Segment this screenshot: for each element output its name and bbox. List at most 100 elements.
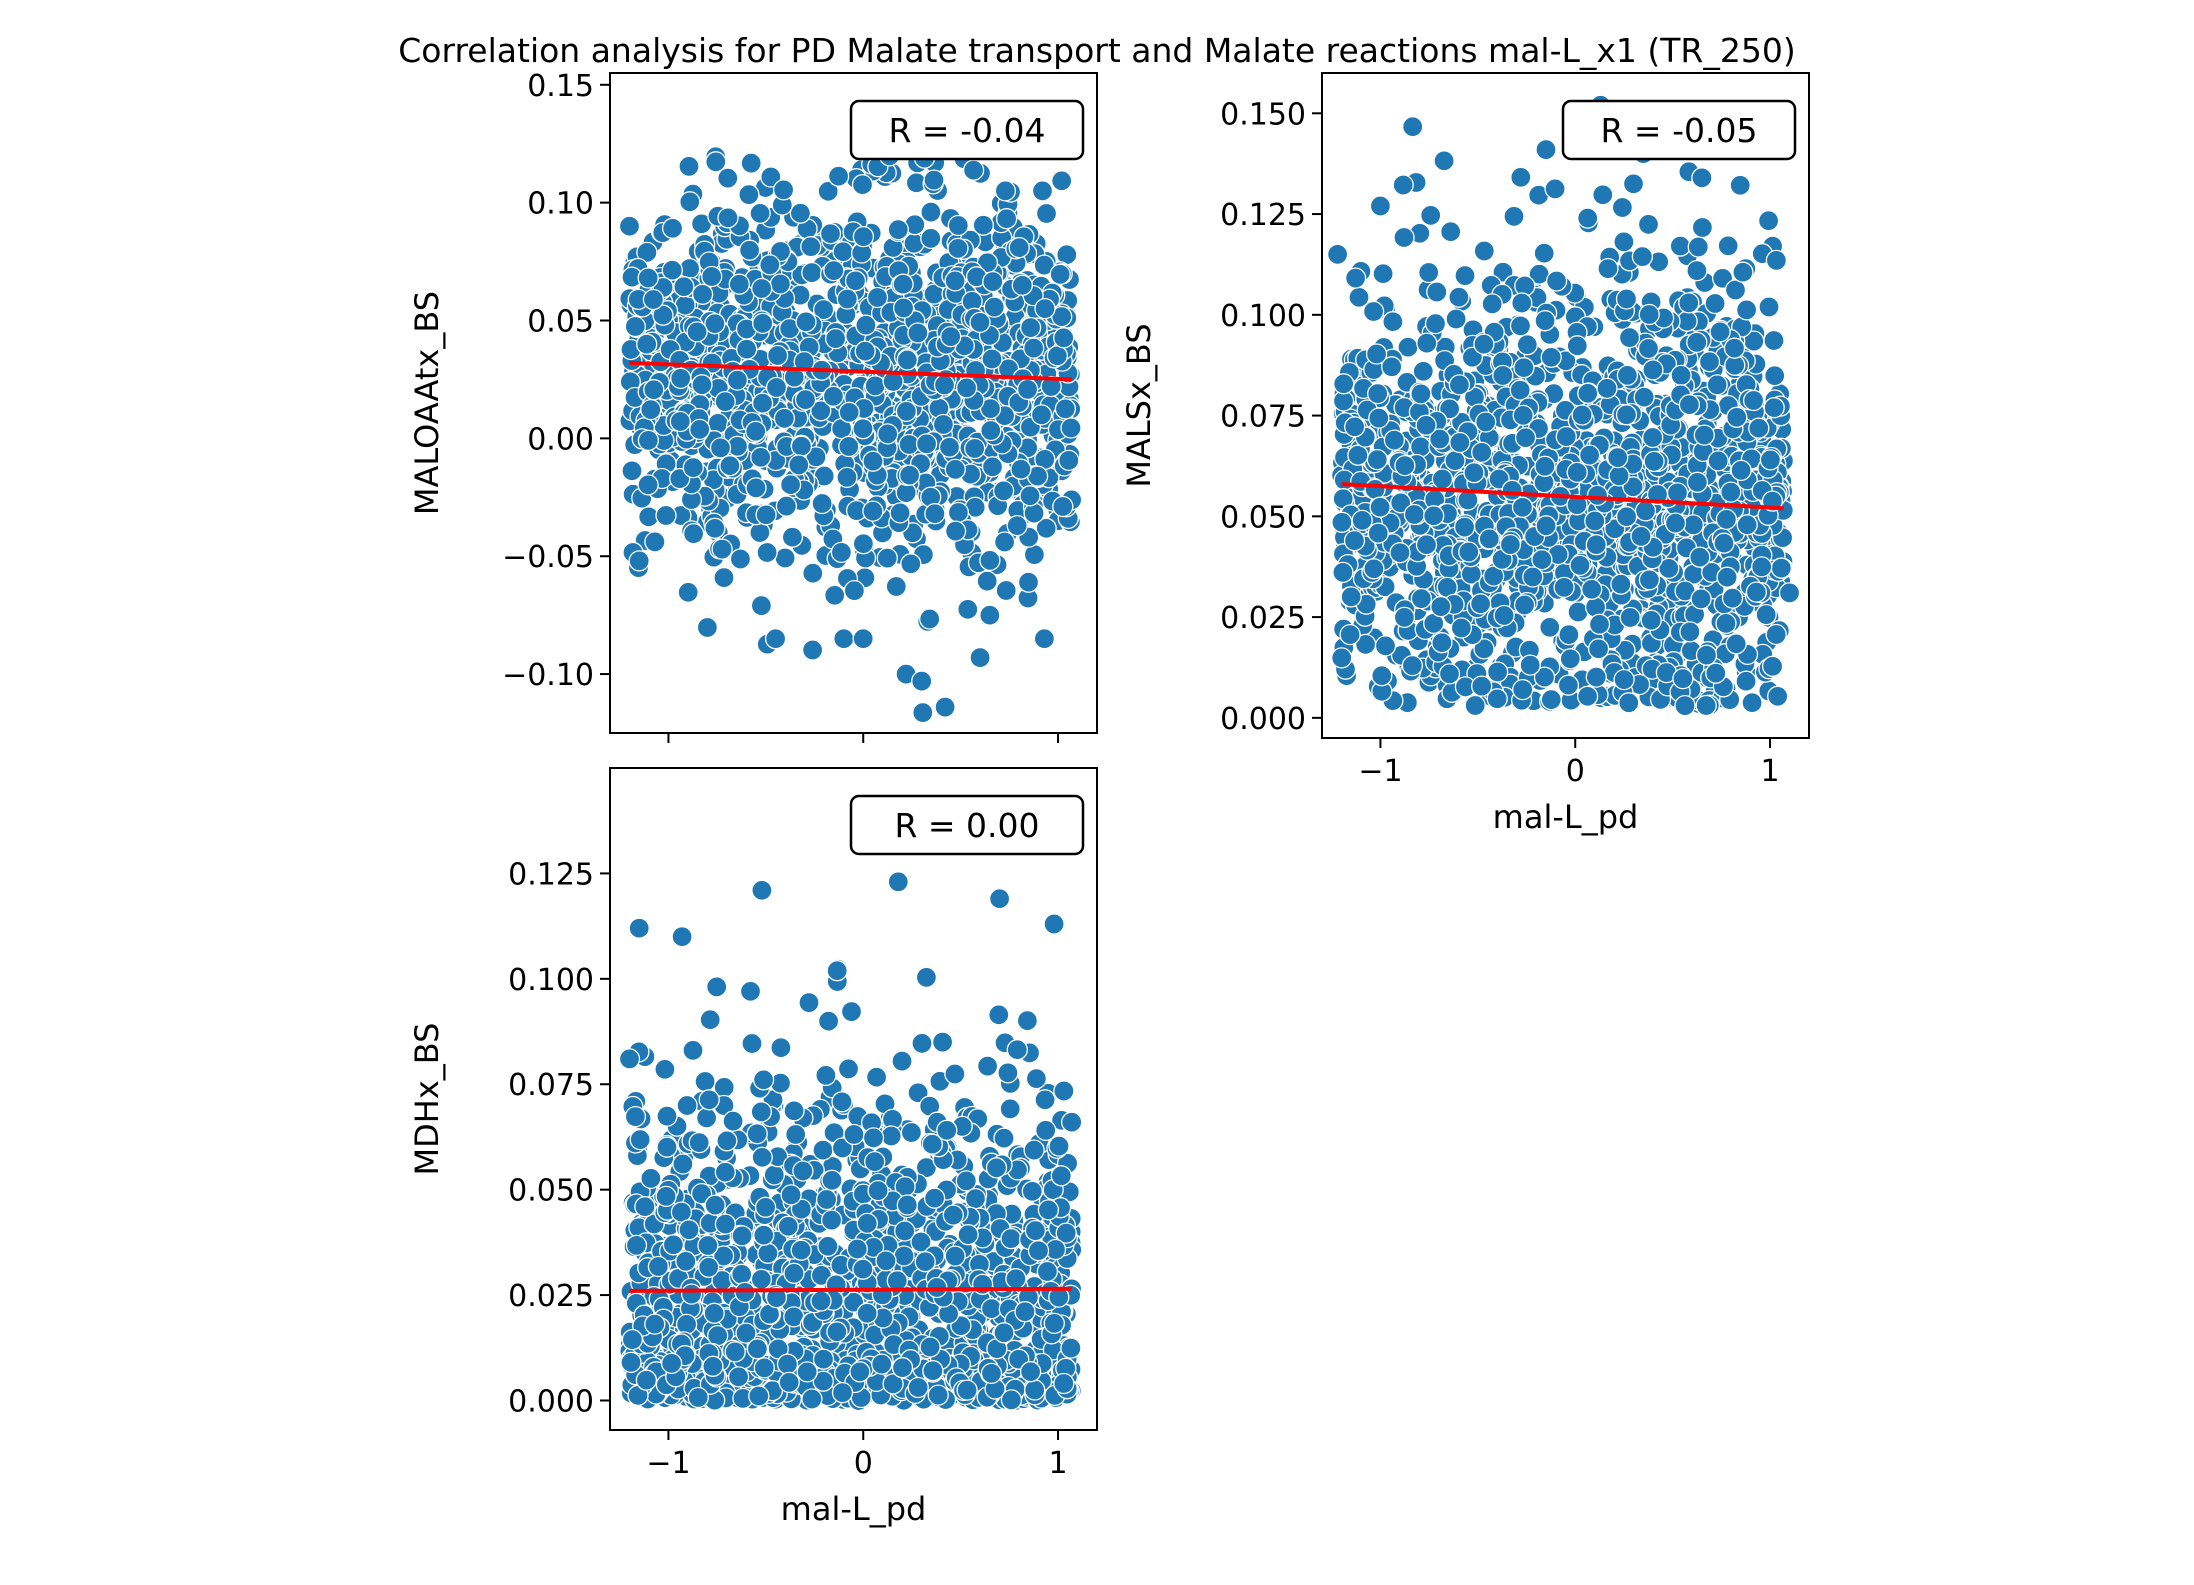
data-point (1670, 364, 1692, 387)
data-point (1426, 281, 1448, 303)
data-point (1622, 173, 1645, 195)
data-point (640, 398, 662, 421)
data-point (765, 376, 788, 399)
data-point (1709, 321, 1731, 343)
data-point (843, 579, 866, 602)
data-point (1705, 662, 1727, 684)
data-point (745, 420, 767, 442)
data-point (838, 401, 860, 423)
data-point (691, 374, 713, 396)
data-point (766, 344, 789, 367)
data-point (1631, 245, 1654, 268)
data-point (877, 423, 899, 445)
data-point (778, 1371, 800, 1394)
data-point (1511, 292, 1533, 314)
data-point (862, 500, 884, 522)
data-point (680, 1283, 703, 1305)
annotation-box (1561, 99, 1797, 161)
data-point (691, 283, 714, 305)
data-point (920, 201, 942, 223)
data-point (775, 495, 798, 517)
x-tick-label: −1 (646, 1446, 690, 1481)
data-point (817, 1010, 840, 1032)
data-point (785, 1123, 807, 1146)
data-point (618, 1048, 641, 1070)
data-point (1735, 670, 1757, 692)
data-point (1674, 694, 1696, 717)
data-point (876, 547, 898, 569)
data-point (753, 1357, 775, 1379)
data-point (644, 531, 666, 553)
data-point (999, 1098, 1021, 1120)
data-point (1469, 593, 1492, 615)
data-point (1351, 509, 1373, 532)
data-point (756, 541, 778, 564)
data-point (765, 1286, 788, 1309)
data-point (1622, 476, 1644, 498)
data-point (764, 628, 787, 650)
data-point (1581, 578, 1603, 600)
data-point (982, 270, 1004, 293)
data-point (889, 502, 911, 524)
data-point (704, 517, 726, 539)
data-point (1726, 406, 1748, 428)
data-point (1658, 557, 1680, 580)
data-point (724, 1341, 746, 1363)
data-point (969, 311, 991, 334)
data-point (1664, 512, 1687, 534)
y-tick-label: 0.150 (1220, 97, 1306, 132)
data-point (1024, 1379, 1046, 1401)
data-point (1343, 529, 1366, 552)
data-point (669, 410, 691, 433)
data-point (867, 1179, 889, 1202)
data-point (1539, 616, 1561, 638)
data-point (1717, 235, 1739, 257)
data-point (911, 670, 933, 692)
data-point (1431, 632, 1453, 654)
data-point (688, 1131, 710, 1154)
data-point (801, 1388, 823, 1410)
data-point (1006, 514, 1028, 537)
data-point (931, 1031, 954, 1053)
data-point (1765, 623, 1787, 646)
data-point (714, 1161, 736, 1183)
regression-line (629, 1286, 1072, 1293)
data-point (815, 1064, 837, 1087)
data-point (1019, 485, 1041, 507)
data-point (1016, 378, 1039, 401)
data-point (855, 314, 877, 336)
data-point (1450, 617, 1473, 639)
data-point (1390, 492, 1412, 514)
data-point (750, 594, 773, 617)
data-point (1033, 628, 1056, 650)
data-point (1721, 587, 1744, 609)
data-point (1429, 428, 1451, 450)
data-point (1393, 606, 1416, 629)
data-point (1742, 389, 1765, 412)
data-point (836, 288, 858, 310)
data-point (801, 639, 824, 661)
data-point (1393, 226, 1415, 249)
data-point (1724, 279, 1747, 301)
data-point (714, 390, 736, 413)
data-point (1433, 150, 1455, 172)
data-point (751, 879, 773, 901)
data-point (790, 1239, 812, 1261)
data-point (1588, 613, 1611, 635)
subplot-bottom-left: −1 0 10.0000.0250.0500.0750.1000.125mal-L_… (408, 767, 1098, 1528)
data-point (798, 991, 820, 1014)
data-point (1557, 674, 1580, 696)
x-tick-label: 0 (854, 1446, 873, 1481)
data-point (985, 1157, 1008, 1179)
data-point (748, 1385, 770, 1407)
data-point (671, 926, 693, 948)
correlation-annotation: R = -0.04 (889, 111, 1046, 150)
data-point (969, 646, 991, 669)
data-point (1060, 417, 1082, 439)
x-tick-label: 0 (1566, 754, 1585, 789)
y-tick-label: 0.125 (1220, 198, 1306, 233)
data-point (843, 1123, 865, 1146)
data-point (678, 155, 700, 178)
data-point (980, 1297, 1003, 1320)
data-point (1678, 292, 1700, 314)
